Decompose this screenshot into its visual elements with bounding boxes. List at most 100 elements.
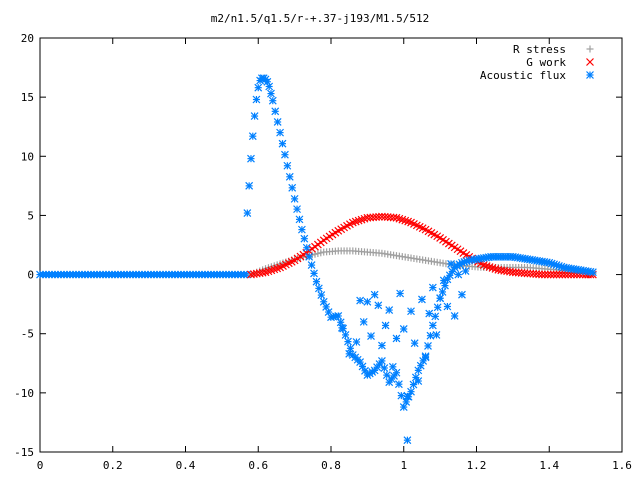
data-point-d2 [312,277,321,286]
data-point-d2 [450,312,459,320]
data-point-d2 [428,321,437,330]
data-point-d2 [392,334,401,343]
data-point-d2 [363,297,372,306]
axis-ticks: 0 0.2 0.4 0.6 0.8 1 1.2 1.4 1.6 -15 -10 -5 0 5 10 15 20 [14,32,632,472]
data-point-d2 [378,341,386,350]
series-3 [337,260,470,445]
data-point-d2 [447,260,455,268]
data-point-d2 [407,307,415,316]
data-point-d2 [265,82,274,91]
data-point-d2 [346,344,355,353]
data-point-d2 [433,232,442,241]
data-point-d2 [344,337,352,346]
data-point-d2 [290,194,299,203]
x-tick-label: 0.6 [248,459,268,472]
data-point-d2 [250,112,259,120]
data-point-d2 [411,373,420,382]
data-point-d2 [436,233,445,242]
data-point-d2 [367,332,375,341]
data-point-d2 [305,252,314,261]
data-point-d2 [412,221,421,230]
data-marks [36,74,597,445]
data-point-d2 [439,276,448,285]
data-point-d2 [404,217,413,226]
data-point-d2 [300,234,309,243]
data-point-d2 [428,283,437,292]
x-tick-label: 1.4 [539,459,559,472]
data-point-d2 [540,270,549,279]
data-point-d2 [361,366,369,375]
data-point-d2 [543,270,552,279]
plot-frame [39,37,623,453]
data-point-d2 [255,269,264,278]
data-point-d2 [378,356,386,365]
data-point-d2 [310,269,318,278]
data-point-d2 [263,77,272,86]
data-point-d2 [297,225,306,234]
data-point-d2 [409,380,418,389]
series-2 [243,74,597,411]
data-point-d2 [425,309,434,318]
data-point-d2 [407,387,415,396]
data-point-d2 [375,212,383,221]
y-tick-label: 5 [27,209,34,222]
data-point-d2 [389,213,398,222]
data-point-d2 [410,339,419,348]
data-point-d2 [424,342,432,350]
data-point-d2 [418,295,426,304]
data-point-d2 [396,289,405,298]
data-point-d2 [459,249,468,257]
data-point-d2 [461,267,470,275]
data-point-d2 [345,349,354,358]
zero-segment-points [36,270,251,279]
data-point-d2 [421,353,430,362]
data-point-d2 [549,270,558,279]
data-point-d2 [307,261,316,270]
data-point-d2 [381,321,390,330]
data-point-d2 [414,377,423,385]
data-point-d2 [427,229,436,237]
legend-marker-d2 [586,71,594,79]
data-point-d2 [424,227,433,236]
data-point-d2 [403,392,412,401]
data-point-d2 [395,214,404,223]
y-tick-label: 10 [21,150,34,163]
data-point-d2 [372,213,381,222]
data-point-d2 [314,284,323,293]
data-point-d2 [337,323,346,332]
data-point-d2 [317,291,326,299]
data-point-d2 [436,294,445,303]
data-point-d2 [293,205,301,214]
data-point-d2 [458,290,466,299]
data-point-d2 [432,330,441,339]
data-point-d2 [281,150,289,159]
data-point-d2 [398,215,407,224]
x-tick-label: 0.8 [321,459,341,472]
data-point-d2 [248,132,257,141]
data-point-d2 [252,95,261,104]
data-point-d2 [588,268,597,277]
data-point-d2 [245,181,254,190]
data-point-d2 [407,218,415,227]
data-point-d2 [431,312,440,321]
data-point-d2 [358,362,367,371]
data-point-d2 [443,302,452,311]
data-point-d2 [438,287,447,296]
data-point-d2 [322,302,331,311]
data-point-d2 [374,301,383,310]
data-point-d2 [288,183,297,192]
chart-title: m2/n1.5/q1.5/r-+.37-j193/M1.5/512 [211,12,430,25]
data-point-d2 [450,243,459,252]
y-tick-label: -5 [21,328,34,341]
data-point-d2 [247,154,255,163]
data-point-d2 [488,264,497,272]
data-point-d2 [380,364,389,372]
legend-label: Acoustic flux [480,69,566,82]
data-point-d2 [453,245,462,254]
data-point-d2 [249,270,258,279]
data-point-d2 [561,270,570,279]
data-point-d2 [454,270,463,279]
x-tick-label: 0 [37,459,44,472]
data-point-d2 [555,270,564,279]
